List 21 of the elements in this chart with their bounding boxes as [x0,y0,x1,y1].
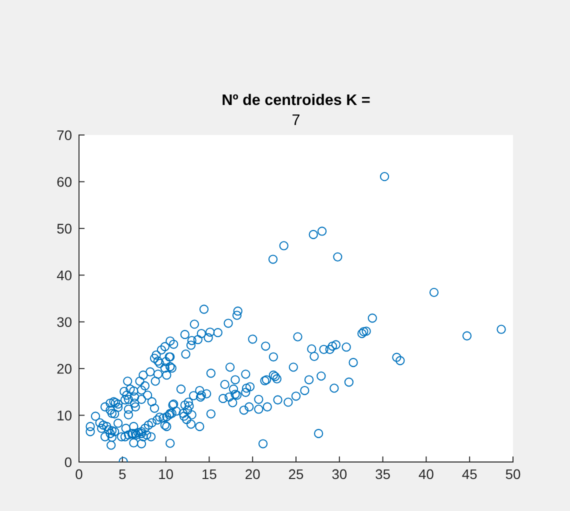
x-tick-label: 15 [202,469,216,480]
x-tick-label: 50 [506,469,520,480]
x-tick-label: 10 [159,469,173,480]
x-tick-label: 0 [76,469,82,480]
chart-subtitle: 7 [292,114,300,125]
y-tick-label: 70 [57,130,72,140]
y-tick-label: 20 [57,364,72,374]
x-tick-label: 20 [246,469,260,480]
y-tick-label: 10 [58,410,72,420]
x-tick-label: 40 [418,469,434,480]
y-tick-label: 50 [57,224,72,234]
x-tick-label: 45 [462,469,477,480]
y-tick-label: 60 [57,177,72,187]
x-tick-label: 35 [376,469,390,480]
y-tick-label: 30 [57,317,72,328]
y-tick-label: 40 [56,270,72,280]
x-tick-label: 5 [119,469,126,480]
y-tick-label: 0 [64,457,72,468]
chart-title: Nº de centroides K = [222,94,370,106]
x-tick-label: 30 [332,469,347,480]
x-tick-label: 25 [288,469,304,480]
